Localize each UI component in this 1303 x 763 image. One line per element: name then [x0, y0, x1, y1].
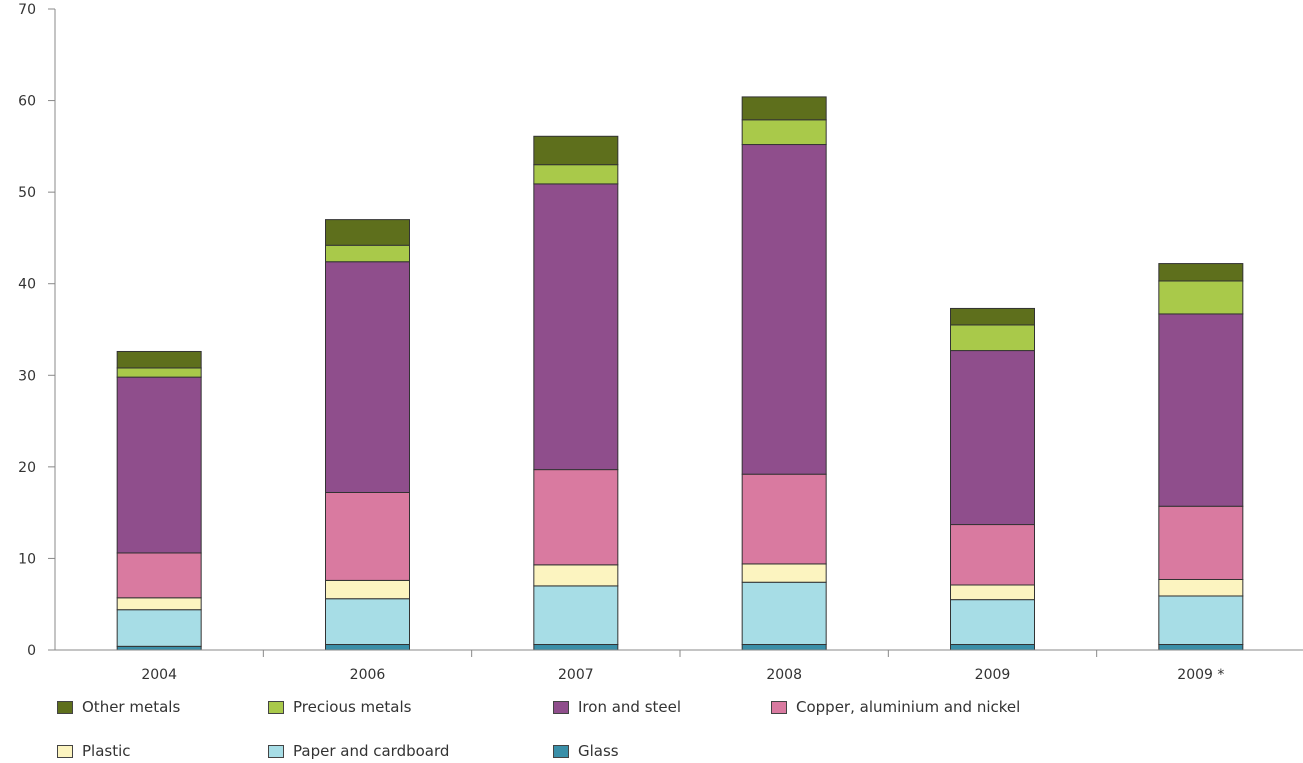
y-tick-label: 50 — [18, 185, 36, 201]
bar-segment-plastic — [325, 579, 410, 600]
bar-segment-plastic — [116, 597, 202, 611]
bar-segment-precious-metals — [741, 119, 827, 146]
y-tick-label: 10 — [18, 551, 36, 567]
bar-segment-glass — [1158, 644, 1244, 651]
bar-segment-other-metals — [116, 350, 202, 369]
bar-group — [325, 219, 410, 651]
bar-segment-other-metals — [533, 135, 619, 166]
bar-segment-iron-and-steel — [950, 350, 1035, 526]
bar-segment-plastic — [950, 584, 1035, 601]
bar-segment-copper-aluminium-and-nickel — [533, 469, 619, 566]
bar-segment-glass — [950, 644, 1035, 651]
bar-segment-iron-and-steel — [325, 261, 410, 493]
y-tick-label: 30 — [18, 368, 36, 384]
y-tick-label: 20 — [18, 460, 36, 476]
bars — [116, 96, 1244, 651]
x-axis-ticks: 2004 2006 2007 2008 2009 2009 * — [141, 650, 1224, 683]
bar-segment-paper-and-cardboard — [1158, 595, 1244, 646]
x-tick-label: 2008 — [766, 667, 802, 683]
axes — [54, 9, 1303, 651]
y-axis-ticks: 0 10 20 30 40 50 60 70 — [18, 2, 55, 659]
bar-segment-other-metals — [325, 219, 410, 246]
bar-segment-precious-metals — [533, 164, 619, 185]
y-tick-label: 0 — [27, 643, 36, 659]
bar-segment-copper-aluminium-and-nickel — [950, 524, 1035, 586]
bar-segment-paper-and-cardboard — [741, 581, 827, 646]
x-tick-label: 2007 — [558, 667, 594, 683]
y-tick-label: 40 — [18, 277, 36, 293]
bar-segment-glass — [533, 644, 619, 651]
bar-group — [950, 307, 1035, 651]
bar-segment-plastic — [533, 564, 619, 587]
bar-segment-iron-and-steel — [533, 183, 619, 471]
bar-segment-other-metals — [741, 96, 827, 121]
bar-segment-plastic — [741, 563, 827, 583]
bar-segment-glass — [116, 645, 202, 651]
bar-segment-iron-and-steel — [741, 144, 827, 475]
bar-segment-glass — [741, 644, 827, 651]
x-tick-label: 2009 — [975, 667, 1011, 683]
bar-segment-paper-and-cardboard — [325, 598, 410, 646]
bar-segment-precious-metals — [950, 324, 1035, 352]
bar-segment-copper-aluminium-and-nickel — [325, 491, 410, 581]
bar-segment-precious-metals — [116, 367, 202, 378]
bar-segment-paper-and-cardboard — [533, 585, 619, 646]
bar-group — [116, 350, 202, 651]
bar-segment-iron-and-steel — [116, 376, 202, 554]
bar-segment-other-metals — [950, 307, 1035, 326]
y-tick-label: 70 — [18, 2, 36, 18]
bar-segment-plastic — [1158, 578, 1244, 597]
bar-segment-copper-aluminium-and-nickel — [116, 552, 202, 599]
bar-segment-paper-and-cardboard — [950, 599, 1035, 646]
x-tick-label: 2006 — [350, 667, 386, 683]
y-tick-label: 60 — [18, 94, 36, 110]
bar-segment-precious-metals — [325, 244, 410, 263]
bar-segment-copper-aluminium-and-nickel — [1158, 505, 1244, 580]
bar-segment-iron-and-steel — [1158, 313, 1244, 507]
bar-segment-glass — [325, 644, 410, 651]
bar-group — [533, 135, 619, 651]
bar-group — [1158, 263, 1244, 651]
bar-segment-precious-metals — [1158, 280, 1244, 315]
x-tick-label: 2004 — [141, 667, 177, 683]
bar-segment-paper-and-cardboard — [116, 609, 202, 647]
bar-segment-other-metals — [1158, 263, 1244, 282]
bar-group — [741, 96, 827, 651]
bar-segment-copper-aluminium-and-nickel — [741, 473, 827, 565]
x-tick-label: 2009 * — [1177, 667, 1224, 683]
